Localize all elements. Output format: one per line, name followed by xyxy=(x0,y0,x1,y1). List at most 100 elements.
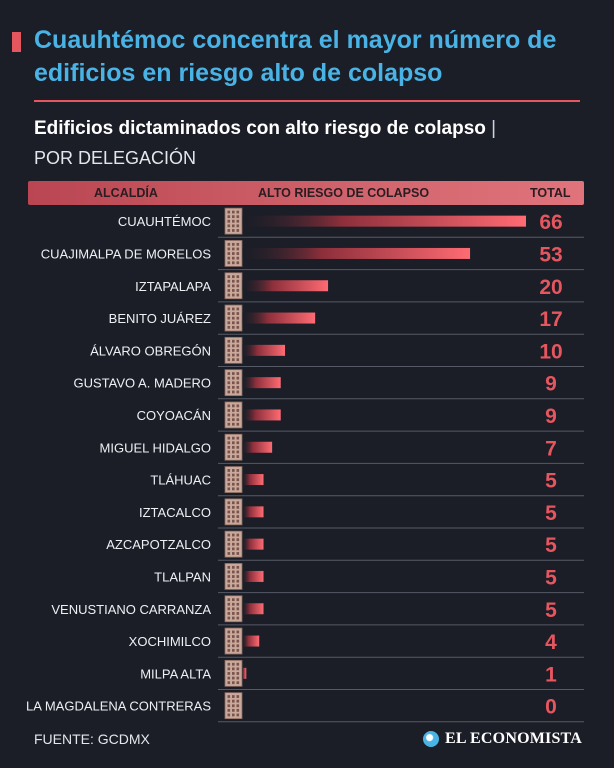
building-window xyxy=(236,256,240,260)
building-window xyxy=(232,515,235,518)
building-window xyxy=(227,487,231,491)
building-window xyxy=(232,704,235,708)
building-window xyxy=(227,672,231,675)
bar xyxy=(242,280,329,292)
building-window xyxy=(232,307,235,311)
total-value: 9 xyxy=(545,405,557,428)
building-window xyxy=(232,639,235,643)
building-window xyxy=(232,279,235,283)
brand-emblem-icon xyxy=(423,731,439,747)
building-window xyxy=(227,390,231,394)
building-window xyxy=(227,450,231,454)
building-window xyxy=(227,219,231,223)
building-window xyxy=(236,681,240,685)
building-window xyxy=(227,339,231,343)
building-window xyxy=(232,349,235,352)
building-window xyxy=(236,695,240,698)
building-window xyxy=(227,229,231,232)
building-window xyxy=(236,376,240,380)
total-value: 5 xyxy=(545,470,557,493)
building-window xyxy=(227,695,231,698)
building-window xyxy=(227,353,231,357)
building-window xyxy=(236,289,240,292)
building-window xyxy=(227,505,231,509)
category-label: CUAJIMALPA DE MORELOS xyxy=(41,246,212,261)
building-window xyxy=(232,708,235,712)
building-window xyxy=(232,510,235,514)
building-window xyxy=(236,450,240,454)
bar xyxy=(242,635,260,647)
brand-logo: EL ECONOMISTA xyxy=(423,730,582,748)
building-window xyxy=(232,385,235,389)
building-window xyxy=(236,648,240,652)
building-window xyxy=(236,284,240,288)
building-window xyxy=(227,289,231,292)
building-window xyxy=(227,385,231,389)
building-window xyxy=(232,478,235,482)
building-window xyxy=(236,247,240,251)
building-window xyxy=(232,312,235,315)
building-window xyxy=(232,353,235,357)
building-window xyxy=(227,293,231,297)
building-window xyxy=(227,413,231,417)
building-window xyxy=(232,325,235,329)
building-window xyxy=(236,413,240,417)
building-window xyxy=(232,662,235,666)
building-window xyxy=(227,409,231,412)
building-window xyxy=(236,533,240,537)
category-label: GUSTAVO A. MADERO xyxy=(74,376,211,391)
building-window xyxy=(232,247,235,251)
category-label: AZCAPOTZALCO xyxy=(106,537,211,552)
building-window xyxy=(227,644,231,648)
building-window xyxy=(236,293,240,297)
building-window xyxy=(227,404,231,408)
building-window xyxy=(227,510,231,514)
total-value: 5 xyxy=(545,502,557,525)
building-window xyxy=(236,224,240,228)
building-window xyxy=(232,538,235,542)
total-value: 4 xyxy=(545,631,557,654)
building-window xyxy=(236,418,240,422)
building-window xyxy=(236,662,240,666)
building-window xyxy=(227,616,231,620)
building-window xyxy=(232,473,235,477)
building-window xyxy=(232,598,235,602)
building-window xyxy=(227,519,231,523)
building-window xyxy=(227,247,231,251)
category-label: TLALPAN xyxy=(154,569,211,584)
building-window xyxy=(236,358,240,362)
building-window xyxy=(232,542,235,546)
building-window xyxy=(232,505,235,509)
building-window xyxy=(232,565,235,569)
bar xyxy=(242,667,247,679)
category-label: IZTACALCO xyxy=(139,505,211,520)
building-icon xyxy=(224,433,243,461)
bar xyxy=(242,215,526,227)
category-label: BENITO JUÁREZ xyxy=(109,311,211,326)
building-window xyxy=(232,358,235,362)
building-window xyxy=(236,616,240,620)
category-label: MILPA ALTA xyxy=(140,666,211,681)
building-window xyxy=(236,672,240,675)
building-window xyxy=(236,501,240,505)
category-label: IZTAPALAPA xyxy=(135,279,211,294)
building-window xyxy=(232,418,235,422)
column-header-alcaldia: ALCALDÍA xyxy=(94,186,158,200)
building-window xyxy=(227,321,231,325)
building-window xyxy=(236,252,240,255)
bar xyxy=(242,603,264,615)
building-window xyxy=(232,261,235,265)
building-window xyxy=(236,676,240,680)
total-value: 1 xyxy=(545,663,557,686)
building-window xyxy=(227,284,231,288)
building-window xyxy=(236,579,240,583)
building-window xyxy=(236,713,240,717)
building-window xyxy=(232,552,235,555)
total-value: 20 xyxy=(539,276,562,299)
brand-name: EL ECONOMISTA xyxy=(445,730,582,747)
building-window xyxy=(227,275,231,279)
building-window xyxy=(236,487,240,491)
building-window xyxy=(232,676,235,680)
building-window xyxy=(227,436,231,440)
